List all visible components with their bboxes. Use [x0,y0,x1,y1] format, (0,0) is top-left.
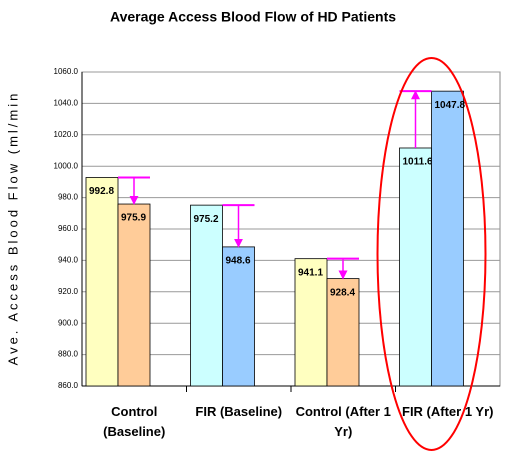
bar [222,246,255,387]
bar [326,278,360,387]
x-tick-label: Control (Baseline) [103,404,165,439]
bar [431,90,464,387]
bar [190,204,223,387]
value-label: 928.4 [330,287,355,298]
y-axis-label: Ave. Access Blood Flow (ml/min [5,91,20,366]
y-tick-label: 920.0 [58,287,79,296]
value-label: 948.6 [226,256,251,267]
value-label: 1011.6 [403,157,433,168]
value-label: 992.8 [89,186,114,197]
y-tick-label: 980.0 [58,193,79,202]
bar [294,258,328,387]
y-tick-label: 1000.0 [54,161,79,170]
x-tick-label: FIR (After 1 Yr) [402,404,494,419]
x-tick-label: Control (After 1 Yr) [296,404,391,439]
y-tick-label: 1020.0 [54,130,79,139]
highlight-ellipse [376,57,487,451]
y-tick-label: 880.0 [58,350,79,359]
y-tick-label: 900.0 [58,318,79,327]
value-label: 975.2 [194,214,219,225]
value-label: 941.1 [298,267,323,278]
value-label: 1047.8 [435,100,466,111]
x-tick-label: FIR (Baseline) [195,404,282,419]
y-tick-label: 1040.0 [54,99,79,108]
bar [85,177,119,387]
value-label: 975.9 [121,213,146,224]
y-tick-label: 1060.0 [54,67,79,76]
y-tick-label: 960.0 [58,224,79,233]
y-tick-label: 860.0 [58,381,79,390]
bar [399,147,432,387]
chart-title: Average Access Blood Flow of HD Patients [110,9,396,25]
y-tick-label: 940.0 [58,256,79,265]
bar [117,203,151,387]
